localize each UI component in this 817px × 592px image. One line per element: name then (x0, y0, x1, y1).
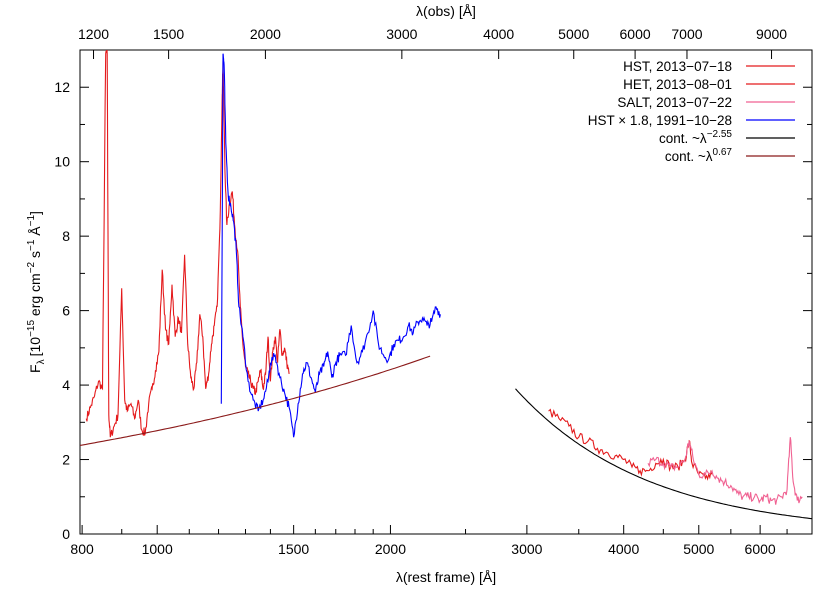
tick-marks: 800 1000 1500 2000 3000 4000 5000 6000 1200 1500 2… (54, 26, 812, 557)
data-series (80, 50, 812, 520)
legend-label-3: HST × 1.8, 1991−10−28 (588, 113, 732, 128)
x-tick-label: 2000 (375, 541, 406, 557)
x-top-tick-label: 3000 (386, 26, 417, 42)
y-tick-label: 4 (62, 377, 70, 393)
x-axis-title-top: λ(obs) [Å] (416, 3, 476, 19)
x-axis-title-bottom: λ(rest frame) [Å] (396, 569, 496, 585)
y-tick-label: 0 (62, 526, 70, 542)
y-tick-label: 6 (62, 303, 70, 319)
x-tick-label: 6000 (745, 541, 776, 557)
series-line-0 (85, 50, 290, 438)
legend-label-0: HST, 2013−07−18 (623, 59, 732, 74)
series-line-1 (548, 408, 713, 481)
x-tick-label: 1000 (142, 541, 173, 557)
x-top-tick-label: 7000 (671, 26, 702, 42)
legend-label-2: SALT, 2013−07−22 (617, 95, 732, 110)
y-tick-label: 12 (54, 79, 70, 95)
x-top-tick-label: 1500 (153, 26, 184, 42)
plot-area-border (79, 49, 813, 535)
x-tick-label: 4000 (608, 541, 639, 557)
y-tick-label: 2 (62, 452, 70, 468)
x-top-tick-label: 2000 (250, 26, 281, 42)
legend-label-5: cont. ~λ0.67 (665, 147, 733, 164)
x-tick-label: 800 (70, 541, 94, 557)
series-line-3 (220, 53, 441, 438)
x-top-tick-label: 6000 (620, 26, 651, 42)
x-top-tick-label: 9000 (756, 26, 787, 42)
x-top-tick-label: 4000 (483, 26, 514, 42)
plot-frame (79, 49, 813, 535)
x-top-tick-label: 1200 (78, 26, 109, 42)
y-tick-label: 10 (54, 154, 70, 170)
x-tick-label: 3000 (511, 541, 542, 557)
series-line-4 (515, 388, 812, 520)
series-line-2 (647, 437, 803, 505)
x-tick-label: 1500 (278, 541, 309, 557)
x-tick-label: 5000 (683, 541, 714, 557)
legend-label-4: cont. ~λ−2.55 (659, 129, 732, 146)
y-tick-label: 8 (62, 228, 70, 244)
legend-label-1: HET, 2013−08−01 (623, 77, 732, 92)
legend: HST, 2013−07−18 HET, 2013−08−01 SALT, 2013… (588, 59, 795, 164)
x-top-tick-label: 5000 (558, 26, 589, 42)
series-line-5 (80, 355, 431, 446)
y-axis-title: Fλ[10−15 erg cm−2 s−1 Å−1] (26, 211, 47, 373)
